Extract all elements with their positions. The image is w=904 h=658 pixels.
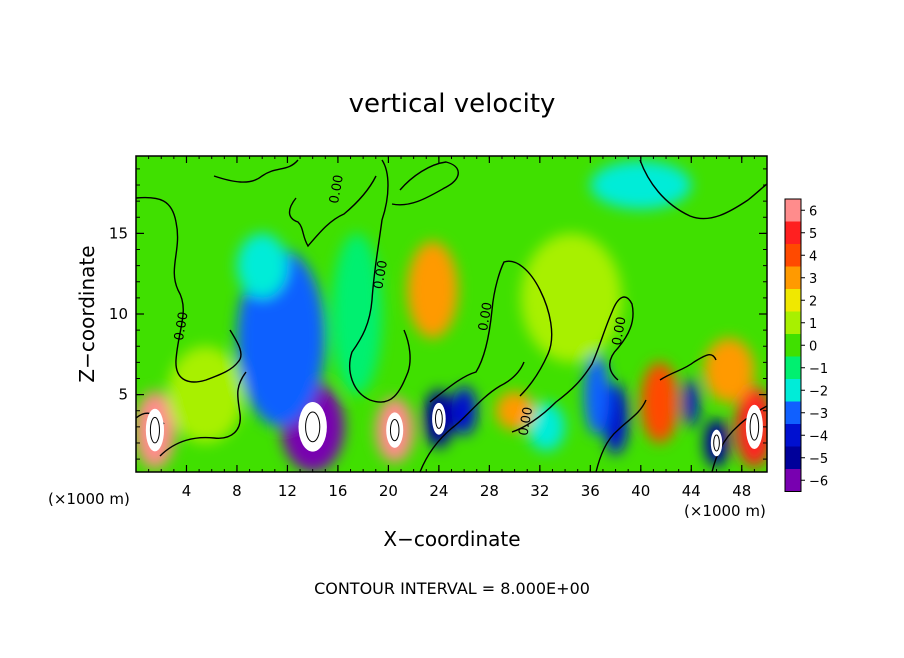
colorbar-label: 4	[809, 249, 817, 264]
contour-line	[391, 161, 459, 206]
strong-cores	[145, 402, 763, 457]
strong-core	[432, 402, 446, 435]
strong-core-contour	[389, 418, 400, 442]
strong-core-contour	[713, 434, 720, 452]
field-anomaly	[167, 346, 244, 443]
x-tick-label: 32	[530, 482, 549, 500]
contour-line	[595, 399, 647, 472]
velocity-field	[136, 160, 767, 472]
strong-core	[710, 429, 723, 457]
x-tick-label: 12	[278, 482, 297, 500]
contour-line	[349, 159, 411, 403]
x-tick-label: 16	[328, 482, 347, 500]
contour-interval-footer: CONTOUR INTERVAL = 8.000E+00	[314, 579, 590, 598]
field-anomaly	[495, 391, 534, 431]
contour-label: 0.00	[327, 174, 347, 205]
colorbar-swatch	[785, 401, 801, 424]
strong-core-contour	[149, 416, 160, 444]
x-tick-label: 20	[379, 482, 398, 500]
x-tick-label: 24	[429, 482, 448, 500]
y-tick-label: 5	[118, 386, 128, 404]
field-anomaly	[331, 233, 383, 395]
x-tick-label: 8	[232, 482, 242, 500]
x-unit-left: (×1000 m)	[48, 490, 130, 508]
y-tick-label: 10	[109, 305, 128, 323]
colorbar-swatch	[785, 221, 801, 244]
contour-line	[429, 260, 553, 403]
colorbar-swatch	[785, 199, 801, 222]
strong-core-contour	[434, 408, 443, 429]
contour-label: 0.00	[371, 259, 391, 290]
colorbar-label: 6	[809, 204, 817, 219]
colorbar-label: −2	[809, 384, 828, 399]
strong-core	[386, 412, 404, 448]
x-tick-label: 28	[480, 482, 499, 500]
field-anomaly	[683, 378, 699, 427]
colorbar-swatch	[785, 446, 801, 469]
contour-line	[659, 353, 717, 381]
contour-line	[136, 196, 242, 383]
contour-label: 0.00	[610, 316, 630, 347]
x-unit-right: (×1000 m)	[684, 502, 766, 520]
colorbar-label: 2	[809, 294, 817, 309]
colorbar-swatch	[785, 379, 801, 402]
contour-line	[288, 175, 377, 248]
colorbar-swatch	[785, 424, 801, 447]
strong-core	[745, 404, 763, 450]
contour-label: 0.00	[476, 301, 496, 332]
contour-label: 0.00	[516, 406, 536, 437]
colorbar-label: −6	[809, 474, 828, 489]
colorbar-swatch	[785, 311, 801, 334]
field-anomaly	[407, 241, 458, 339]
contour-line	[213, 159, 299, 183]
strong-core	[298, 402, 327, 452]
x-tick-label: 40	[631, 482, 650, 500]
colorbar-swatch	[785, 469, 801, 492]
strong-core-contour	[305, 411, 321, 443]
colorbar-label: −3	[809, 407, 828, 422]
colorbar: 6 5 4 3 2 1 0 −1 −2 −3 −4 −5 −6	[784, 198, 828, 492]
colorbar-swatch	[785, 356, 801, 379]
colorbar-swatch	[785, 244, 801, 267]
field-anomaly	[451, 386, 477, 435]
colorbar-label: −5	[809, 452, 828, 467]
colorbar-label: −1	[809, 362, 828, 377]
colorbar-label: 1	[809, 317, 817, 332]
contour-line	[159, 371, 247, 457]
strong-core	[145, 408, 165, 452]
x-tick-label: 48	[732, 482, 751, 500]
contour-line	[419, 361, 525, 472]
plot-area	[136, 156, 767, 472]
colorbar-label: 3	[809, 272, 817, 287]
field-anomaly	[520, 233, 622, 363]
field-anomaly	[527, 402, 566, 452]
colorbar-label: 0	[809, 339, 817, 354]
colorbar-swatch	[785, 334, 801, 357]
x-tick-label: 4	[182, 482, 192, 500]
x-tick-label: 36	[581, 482, 600, 500]
field-anomaly	[236, 233, 288, 298]
field-anomaly	[640, 362, 679, 443]
x-tick-label: 44	[682, 482, 701, 500]
contour-labels: 0.00 0.00 0.00 0.00 0.00 0.00	[172, 174, 630, 437]
colorbar-swatch	[785, 289, 801, 312]
colorbar-label: 5	[809, 227, 817, 242]
chart-title: vertical velocity	[349, 89, 556, 119]
y-tick-label: 15	[109, 224, 128, 242]
contour-label: 0.00	[172, 311, 192, 342]
contour-line	[511, 296, 634, 433]
field-anomaly	[584, 354, 610, 435]
colorbar-swatch	[785, 266, 801, 289]
contour-line	[639, 159, 767, 220]
field-anomaly	[703, 338, 755, 403]
field-anomaly	[590, 160, 692, 210]
y-axis-label: Z−coordinate	[75, 245, 99, 382]
x-axis-label: X−coordinate	[383, 527, 520, 551]
strong-core-contour	[749, 413, 760, 441]
colorbar-label: −4	[809, 429, 828, 444]
field-anomaly	[602, 383, 629, 455]
